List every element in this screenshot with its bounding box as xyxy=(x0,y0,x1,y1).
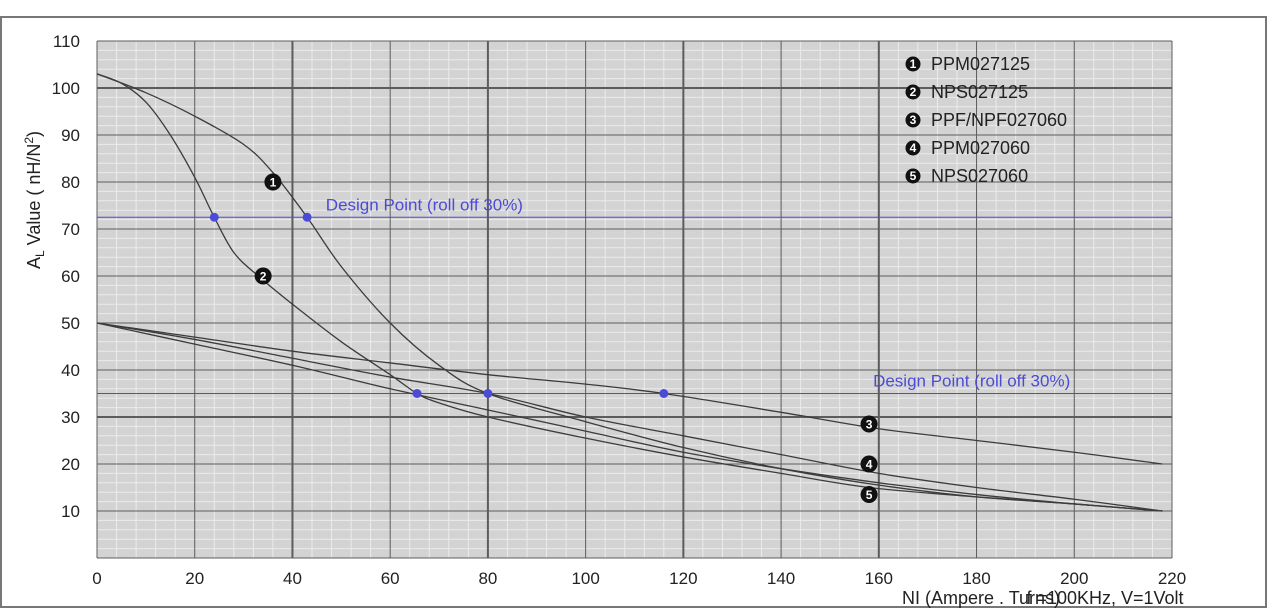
x-tick-label: 220 xyxy=(1158,569,1186,588)
x-tick-label: 40 xyxy=(283,569,302,588)
curve-marker-number: 4 xyxy=(866,458,873,472)
design-point-dot xyxy=(483,389,493,398)
design-points xyxy=(209,212,669,398)
design-point-dot xyxy=(659,389,669,398)
legend-item: 5 NPS027060 xyxy=(905,166,1028,186)
x-tick-label: 60 xyxy=(381,569,400,588)
design-point-dot xyxy=(209,212,219,222)
legend-marker-circle xyxy=(905,140,921,156)
y-axis-label-sub: L xyxy=(33,250,47,257)
y-tick-label: 100 xyxy=(52,79,80,98)
design-lines: Design Point (roll off 30%) Design Point … xyxy=(97,195,1172,394)
y-tick-label: 40 xyxy=(61,361,80,380)
major-grid xyxy=(96,40,1173,559)
legend-marker-number: 2 xyxy=(910,85,917,99)
x-tick-labels: 0 20 40 60 80 100 120 140 160 180 200 220 xyxy=(92,569,1186,588)
legend-marker-circle xyxy=(905,168,921,184)
series-line-5 xyxy=(96,322,1163,512)
curve-marker-circle xyxy=(860,455,878,473)
design-point-dot xyxy=(302,212,312,222)
legend-marker-number: 1 xyxy=(910,57,917,71)
y-tick-label: 80 xyxy=(61,173,80,192)
minor-grid xyxy=(97,41,1172,558)
legend: 1 PPM027125 2 NPS027125 3 PPF/NPF027060 4 PPM02… xyxy=(905,54,1067,186)
x-axis-label: NI (Ampere . Turns) xyxy=(902,588,1060,608)
y-tick-label: 90 xyxy=(61,126,80,145)
y-tick-label: 70 xyxy=(61,220,80,239)
y-tick-label: 30 xyxy=(61,408,80,427)
y-tick-labels: 10 20 30 40 50 60 70 80 90 100 110 xyxy=(52,32,80,521)
curve-marker-circle xyxy=(860,486,878,504)
y-tick-label: 110 xyxy=(53,32,80,51)
legend-marker-circle xyxy=(905,112,921,128)
x-tick-label: 80 xyxy=(478,569,497,588)
legend-marker-circle xyxy=(905,56,921,72)
y-axis-label-main: A xyxy=(24,257,44,269)
x-tick-label: 120 xyxy=(669,569,697,588)
x-tick-label: 200 xyxy=(1060,569,1088,588)
curve-marker-5: 5 xyxy=(860,486,878,504)
legend-label: PPM027060 xyxy=(931,138,1030,158)
legend-marker-circle xyxy=(905,84,921,100)
legend-label: PPM027125 xyxy=(931,54,1030,74)
curve-marker-circle xyxy=(264,173,282,191)
y-tick-label: 10 xyxy=(61,502,80,521)
series-line-3 xyxy=(96,322,1163,465)
x-tick-label: 0 xyxy=(92,569,101,588)
series-line-1 xyxy=(96,73,1163,512)
design-point-dot xyxy=(412,389,422,398)
design-point-label: Design Point (roll off 30%) xyxy=(326,195,523,214)
series-line-4 xyxy=(96,322,1163,512)
y-tick-label: 50 xyxy=(61,314,80,333)
x-tick-label: 20 xyxy=(185,569,204,588)
y-axis-label-end: ) xyxy=(24,131,44,137)
y-tick-label: 20 xyxy=(61,455,80,474)
curve-marker-4: 4 xyxy=(860,455,878,473)
x-tick-label: 140 xyxy=(767,569,795,588)
legend-label: NPS027125 xyxy=(931,82,1028,102)
legend-item: 1 PPM027125 xyxy=(905,54,1030,74)
legend-marker-number: 4 xyxy=(910,141,917,155)
legend-item: 4 PPM027060 xyxy=(905,138,1030,158)
curve-marker-3: 3 xyxy=(860,415,878,433)
curve-marker-number: 2 xyxy=(260,270,267,284)
legend-item: 3 PPF/NPF027060 xyxy=(905,110,1067,130)
design-point-label: Design Point (roll off 30%) xyxy=(873,372,1070,391)
curve-marker-circle xyxy=(254,267,272,285)
curve-marker-circle xyxy=(860,415,878,433)
y-axis-label-rest: Value ( nH/N xyxy=(24,144,44,251)
legend-item: 2 NPS027125 xyxy=(905,82,1028,102)
legend-label: PPF/NPF027060 xyxy=(931,110,1067,130)
curve-marker-number: 3 xyxy=(866,418,873,432)
y-axis-label: AL Value ( nH/N2) xyxy=(22,131,47,269)
curve-marker-2: 2 xyxy=(254,267,272,285)
x-tick-label: 160 xyxy=(865,569,893,588)
y-tick-label: 60 xyxy=(61,267,80,286)
curve-markers: 1 2 3 4 5 xyxy=(254,173,878,504)
curve-marker-number: 5 xyxy=(866,488,873,502)
legend-marker-number: 3 xyxy=(910,113,917,127)
x-tick-label: 100 xyxy=(571,569,599,588)
legend-label: NPS027060 xyxy=(931,166,1028,186)
curve-marker-number: 1 xyxy=(270,176,277,190)
test-condition-label: f =100KHz, V=1Volt xyxy=(1026,588,1183,608)
plot-area xyxy=(97,41,1172,558)
legend-marker-number: 5 xyxy=(910,169,917,183)
curve-marker-1: 1 xyxy=(264,173,282,191)
y-axis-label-sup: 2 xyxy=(22,137,36,144)
x-tick-label: 180 xyxy=(962,569,990,588)
